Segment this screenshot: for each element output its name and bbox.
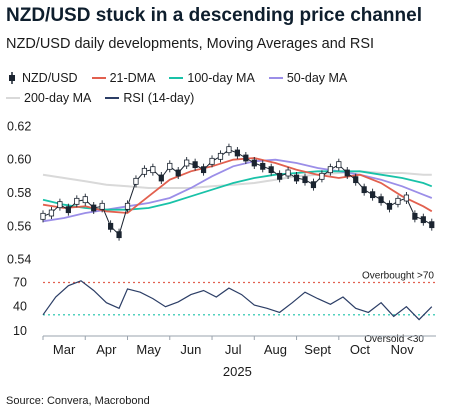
x-tick-label-may: May	[136, 342, 161, 357]
rsi-ytick-label: 10	[13, 324, 27, 338]
candle-body	[74, 197, 80, 205]
series-line-rsi	[42, 280, 433, 321]
candle-body	[57, 201, 63, 209]
legend-row-2: 200-day MA RSI (14-day)	[6, 88, 446, 108]
legend-item-200ma: 200-day MA	[6, 91, 91, 105]
line-icon	[6, 97, 20, 99]
candle-body	[141, 167, 148, 175]
candle-body	[150, 166, 156, 174]
candle-body	[327, 166, 333, 174]
candle-body	[200, 166, 207, 174]
candle-body	[158, 174, 164, 182]
rsi-ytick-label: 70	[13, 275, 27, 289]
candle-body	[133, 177, 139, 185]
legend-label-200ma: 200-day MA	[24, 91, 92, 105]
candle-body	[412, 212, 418, 220]
candle-body	[82, 196, 88, 204]
candle-body	[167, 162, 173, 170]
x-tick-label-oct: Oct	[350, 342, 371, 357]
candle-body	[395, 197, 401, 205]
legend-item-100ma: 100-day MA	[169, 71, 255, 85]
candle-body	[353, 176, 359, 184]
legend-item-21dma: 21-DMA	[91, 71, 156, 85]
candle-body	[361, 186, 367, 194]
candle-body	[336, 161, 342, 169]
candle-body	[184, 159, 190, 167]
candle-body	[386, 202, 393, 210]
x-tick-label-aug: Aug	[264, 342, 287, 357]
candle-body	[234, 149, 240, 157]
candle-body	[370, 191, 376, 199]
legend-item-50ma: 50-day MA	[268, 71, 348, 85]
candle-body	[65, 206, 71, 214]
candle-body	[293, 174, 300, 182]
legend-item-rsi: RSI (14-day)	[105, 91, 194, 105]
chart-source: Source: Convera, Macrobond	[6, 395, 150, 407]
line-icon	[169, 77, 184, 79]
candlestick-icon	[6, 72, 18, 84]
candle-body	[124, 202, 131, 210]
candle-body	[251, 159, 257, 167]
candle-body	[378, 196, 384, 204]
line-icon	[105, 97, 120, 99]
candle-body	[226, 146, 232, 154]
overbought-label: Overbought >70	[362, 270, 434, 281]
candle-body	[260, 162, 266, 170]
chart-legend: NZD/USD 21-DMA 100-day MA 50-day MA 200-…	[6, 68, 446, 108]
candle-body	[268, 166, 274, 174]
candle-body	[319, 172, 325, 180]
x-tick-label-apr: Apr	[96, 342, 117, 357]
price-ytick-label: 0.54	[7, 253, 31, 267]
legend-label-21dma: 21-DMA	[109, 71, 156, 85]
candle-body	[302, 176, 308, 184]
x-tick-label-jul: Jul	[225, 342, 242, 357]
candle-body	[310, 181, 317, 189]
candle-body	[99, 202, 105, 210]
legend-item-nzdusd: NZD/USD	[6, 71, 78, 85]
series-line-50-day-ma	[42, 158, 433, 223]
x-tick-label-mar: Mar	[53, 342, 76, 357]
line-icon	[91, 77, 106, 79]
candle-body	[116, 231, 122, 239]
price-ytick-label: 0.56	[7, 219, 31, 233]
line-icon	[268, 77, 283, 79]
legend-label-50ma: 50-day MA	[286, 71, 348, 85]
candle-body	[91, 204, 97, 212]
legend-label-rsi: RSI (14-day)	[123, 91, 195, 105]
legend-row-1: NZD/USD 21-DMA 100-day MA 50-day MA	[6, 68, 446, 88]
x-tick-label-nov: Nov	[391, 342, 415, 357]
candle-body	[420, 216, 426, 224]
legend-label-100ma: 100-day MA	[187, 71, 255, 85]
rsi-ytick-label: 40	[13, 300, 27, 314]
candle-body	[108, 222, 114, 230]
chart-subtitle: NZD/USD daily developments, Moving Avera…	[6, 36, 375, 52]
price-ytick-label: 0.62	[7, 119, 31, 133]
legend-label-nzdusd: NZD/USD	[22, 71, 78, 85]
candle-body	[40, 212, 46, 220]
candle-body	[209, 157, 215, 165]
candle-body	[277, 172, 283, 180]
candle-body	[344, 169, 350, 177]
candle-body	[217, 152, 224, 160]
x-tick-label-sept: Sept	[304, 342, 331, 357]
chart-title: NZD/USD stuck in a descending price chan…	[6, 5, 422, 26]
series-line-200-day-ma	[42, 170, 432, 189]
oversold-label: Oversold <30	[364, 334, 424, 345]
candle-body	[429, 221, 435, 229]
candle-body	[48, 209, 55, 217]
candle-body	[403, 194, 410, 202]
price-ytick-label: 0.60	[7, 153, 31, 167]
candle-body	[192, 161, 198, 169]
candle-body	[243, 154, 249, 162]
x-tick-label-jun: Jun	[180, 342, 201, 357]
x-axis-year-label: 2025	[223, 364, 252, 379]
candle-body	[285, 169, 291, 177]
price-ytick-label: 0.58	[7, 186, 31, 200]
series-line-100-day-ma	[42, 170, 433, 211]
candle-body	[175, 169, 181, 177]
